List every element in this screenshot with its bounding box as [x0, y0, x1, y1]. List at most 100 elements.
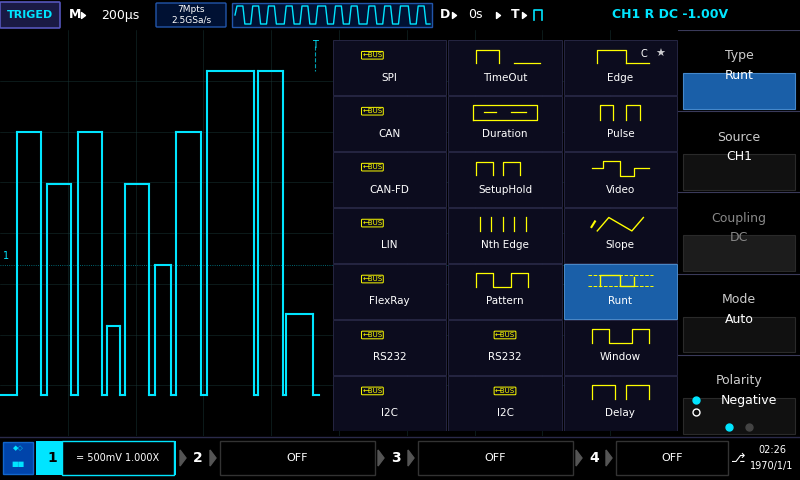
- Bar: [564, 96, 677, 151]
- Bar: [333, 96, 446, 151]
- Bar: [333, 320, 446, 375]
- Text: 1970/1/1: 1970/1/1: [750, 461, 794, 471]
- Bar: [564, 320, 677, 375]
- Text: TRIGED: TRIGED: [7, 10, 53, 20]
- Bar: [418, 441, 573, 475]
- Text: TimeOut: TimeOut: [483, 72, 527, 83]
- Bar: [683, 73, 795, 109]
- Text: ■■: ■■: [11, 461, 25, 467]
- Text: CAN-FD: CAN-FD: [370, 184, 410, 194]
- Text: C: C: [640, 48, 646, 59]
- Text: 1: 1: [47, 451, 57, 465]
- Text: Runt: Runt: [608, 297, 632, 306]
- Text: Edge: Edge: [607, 72, 634, 83]
- Bar: [333, 40, 446, 95]
- Text: 2: 2: [193, 451, 203, 465]
- Bar: [449, 376, 562, 431]
- Text: CAN: CAN: [378, 129, 401, 139]
- Text: Delay: Delay: [606, 408, 635, 418]
- Bar: [449, 320, 562, 375]
- Text: LIN: LIN: [382, 240, 398, 251]
- Bar: [333, 208, 446, 263]
- Text: OFF: OFF: [286, 453, 308, 463]
- Text: 02:26: 02:26: [758, 445, 786, 455]
- Polygon shape: [210, 450, 216, 466]
- Polygon shape: [670, 146, 675, 158]
- Bar: [564, 264, 677, 319]
- Text: Auto: Auto: [725, 312, 754, 325]
- Text: ←BUS: ←BUS: [495, 332, 515, 338]
- Bar: [683, 154, 795, 190]
- Bar: [683, 235, 795, 271]
- Text: Duration: Duration: [482, 129, 528, 139]
- Text: Type: Type: [725, 49, 754, 62]
- Text: Video: Video: [606, 184, 635, 194]
- Bar: [232, 3, 432, 27]
- Text: ◆◇: ◆◇: [13, 445, 23, 451]
- Bar: [220, 441, 375, 475]
- Polygon shape: [180, 450, 186, 466]
- Bar: [333, 264, 446, 319]
- Polygon shape: [606, 450, 612, 466]
- Text: SPI: SPI: [382, 72, 398, 83]
- FancyBboxPatch shape: [156, 3, 226, 27]
- Text: Source: Source: [718, 131, 761, 144]
- Text: I2C: I2C: [381, 408, 398, 418]
- Text: ←BUS: ←BUS: [362, 108, 382, 114]
- Text: Polarity: Polarity: [716, 374, 762, 387]
- Bar: [449, 152, 562, 207]
- Text: Coupling: Coupling: [711, 212, 766, 225]
- Bar: [683, 317, 795, 352]
- Text: OFF: OFF: [662, 453, 682, 463]
- Text: ←BUS: ←BUS: [362, 164, 382, 170]
- Text: CH1: CH1: [726, 150, 752, 163]
- Bar: [333, 152, 446, 207]
- Text: ←BUS: ←BUS: [362, 276, 382, 282]
- Text: RS232: RS232: [488, 352, 522, 362]
- Bar: [449, 208, 562, 263]
- Text: 0s: 0s: [468, 9, 482, 22]
- Text: 200μs: 200μs: [101, 9, 139, 22]
- Text: Slope: Slope: [606, 240, 635, 251]
- Text: RS232: RS232: [373, 352, 406, 362]
- Polygon shape: [378, 450, 384, 466]
- Bar: [36, 441, 176, 475]
- Text: = 500mV 1.000X: = 500mV 1.000X: [77, 453, 159, 463]
- Bar: [564, 208, 677, 263]
- Bar: [683, 398, 795, 433]
- Text: 7Mpts: 7Mpts: [178, 5, 205, 14]
- Text: T: T: [510, 9, 519, 22]
- Text: SetupHold: SetupHold: [478, 184, 532, 194]
- Text: ←BUS: ←BUS: [362, 332, 382, 338]
- Polygon shape: [670, 308, 675, 320]
- Text: Pulse: Pulse: [606, 129, 634, 139]
- Text: ←BUS: ←BUS: [362, 220, 382, 226]
- Text: I2C: I2C: [497, 408, 514, 418]
- Bar: [449, 264, 562, 319]
- Text: 3: 3: [391, 451, 401, 465]
- Polygon shape: [576, 450, 582, 466]
- Text: Negative: Negative: [721, 394, 777, 407]
- Bar: [449, 96, 562, 151]
- Text: FlexRay: FlexRay: [370, 297, 410, 306]
- Bar: [449, 40, 562, 95]
- Bar: [564, 152, 677, 207]
- Text: OFF: OFF: [484, 453, 506, 463]
- Text: T: T: [312, 40, 318, 50]
- Text: Window: Window: [600, 352, 641, 362]
- Polygon shape: [408, 450, 414, 466]
- Text: ⎇: ⎇: [731, 452, 745, 465]
- Text: D: D: [440, 9, 450, 22]
- Text: DC: DC: [730, 231, 748, 244]
- Text: ←BUS: ←BUS: [495, 388, 515, 394]
- Text: Runt: Runt: [725, 69, 754, 82]
- Text: Mode: Mode: [722, 293, 756, 306]
- Text: ←BUS: ←BUS: [362, 52, 382, 58]
- Text: Nth Edge: Nth Edge: [481, 240, 529, 251]
- Text: ★: ★: [656, 48, 666, 59]
- Bar: [333, 376, 446, 431]
- Text: 1: 1: [3, 252, 10, 262]
- Bar: [616, 441, 728, 475]
- Text: M: M: [69, 9, 81, 22]
- Bar: [62, 441, 174, 475]
